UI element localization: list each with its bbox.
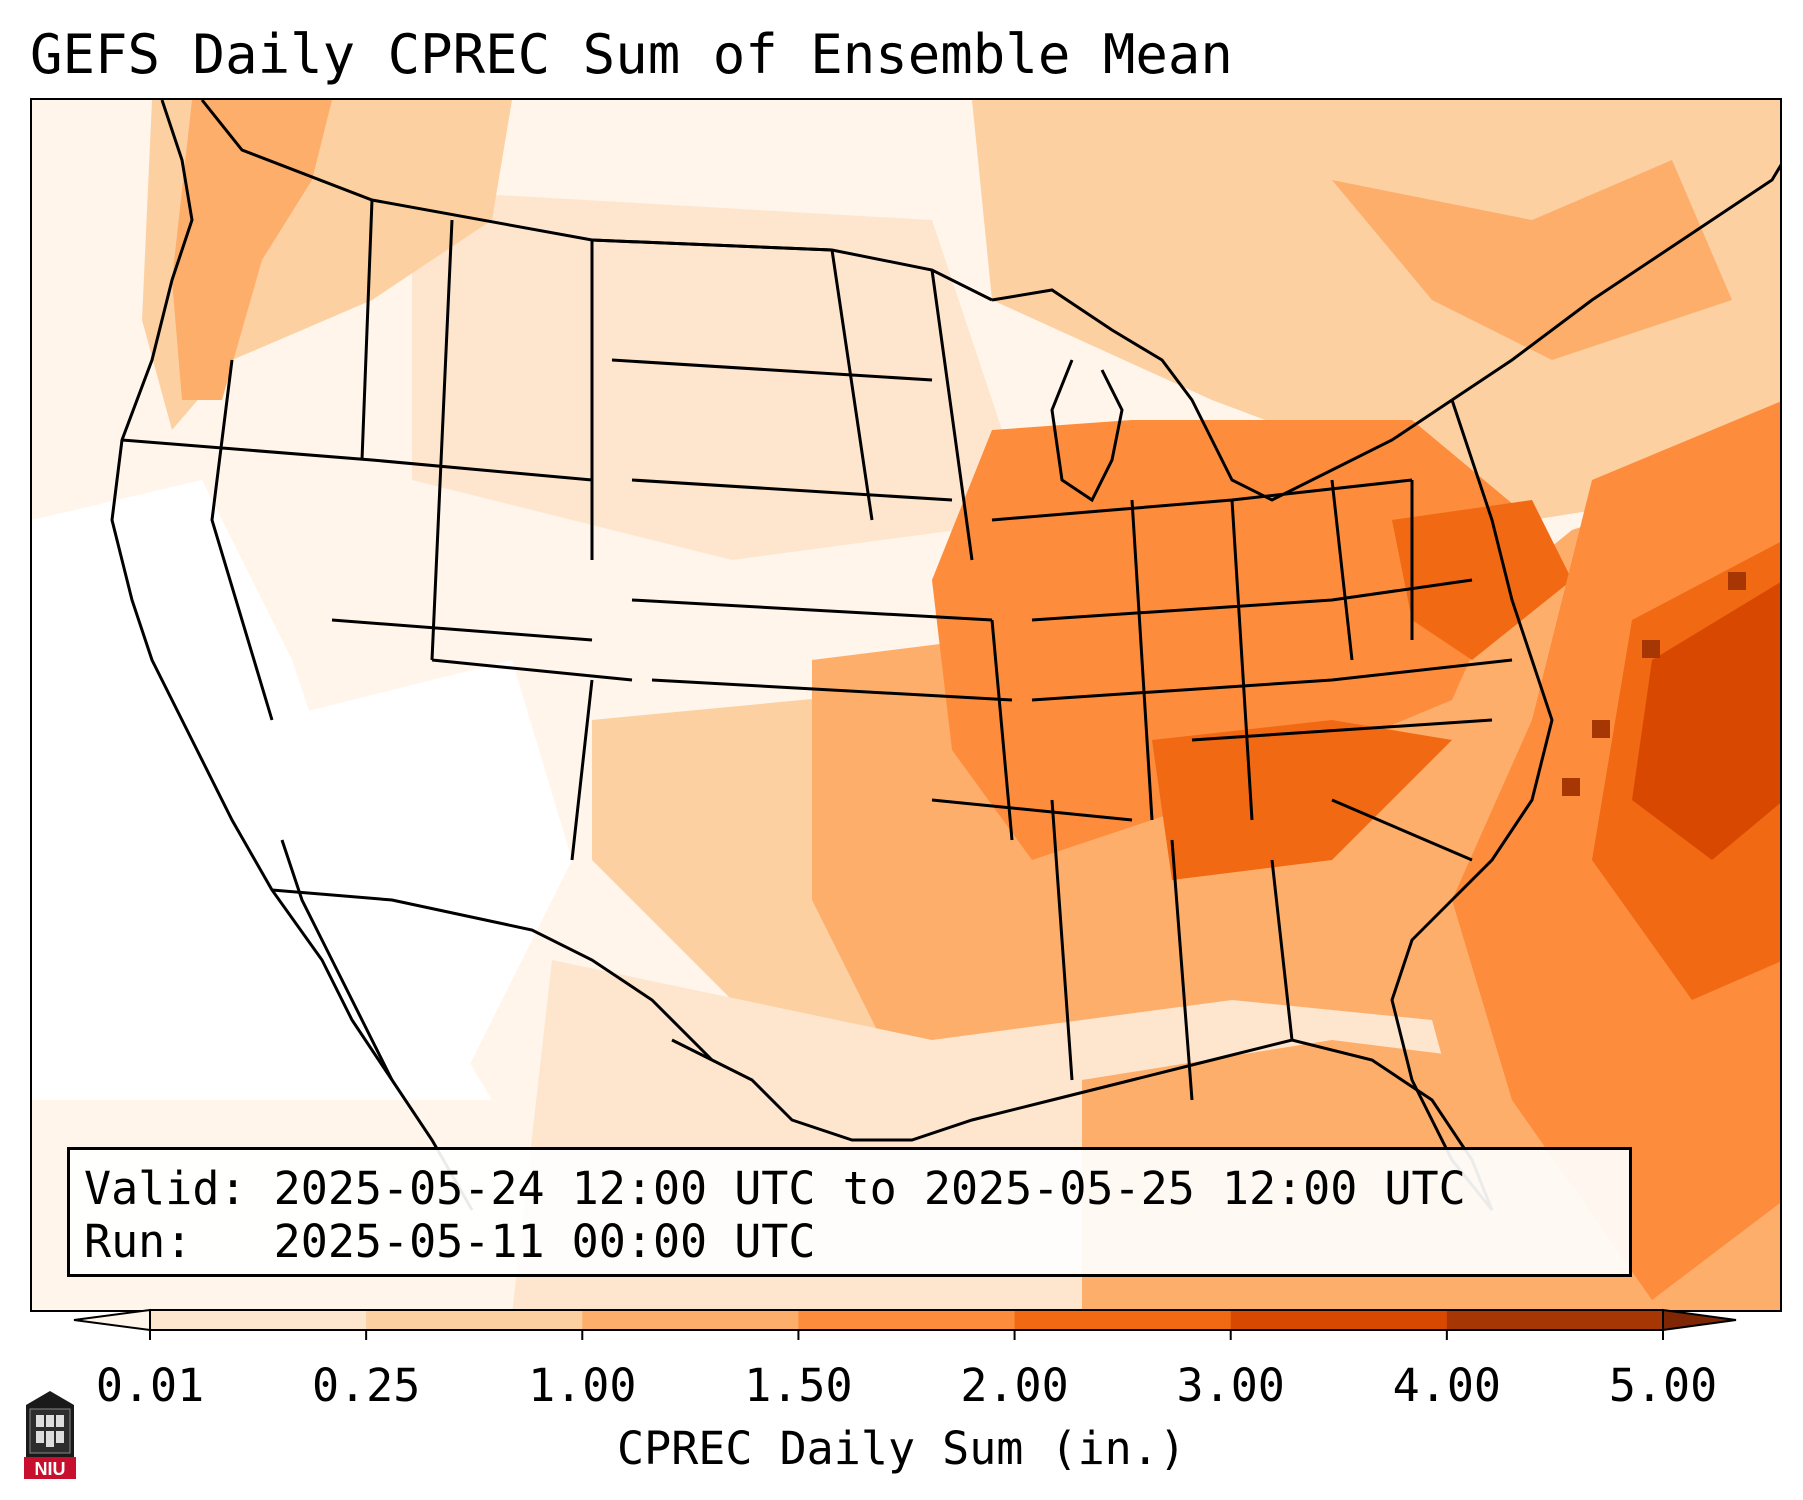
gulf-coast — [671, 1038, 1494, 1211]
mexico-border — [271, 888, 714, 1062]
state-lines-south — [1050, 798, 1473, 1101]
colorbar-segment — [1230, 1310, 1448, 1330]
precipitation-map — [30, 98, 1782, 1312]
colorbar-segment — [798, 1310, 1016, 1330]
precip-field — [32, 100, 1780, 1310]
colorbar-tick-label: 1.00 — [528, 1359, 637, 1412]
map-title: GEFS Daily CPREC Sum of Ensemble Mean — [30, 23, 1233, 86]
colorbar-segments — [73, 1308, 1737, 1332]
colorbar-tick-label: 5.00 — [1608, 1359, 1718, 1412]
precip-peak-3 — [1592, 720, 1610, 738]
colorbar-segment — [1014, 1310, 1232, 1330]
precip-mid-atlantic — [1392, 500, 1572, 660]
precip-peak-2 — [1642, 640, 1660, 658]
colorbar-extend-high — [1662, 1308, 1737, 1332]
colorbar-segment — [1446, 1310, 1664, 1330]
precip-canada-patches — [1332, 160, 1732, 360]
colorbar-tick-label: 1.50 — [744, 1359, 853, 1412]
precip-ohio-valley — [932, 420, 1532, 860]
precip-tn-valley — [1152, 720, 1452, 880]
colorbar-segment — [366, 1310, 583, 1330]
baja-coast — [280, 839, 394, 1081]
east-coast — [1390, 163, 1780, 1211]
state-lines-east — [991, 478, 1513, 821]
run-time-text: Run: 2025-05-11 00:00 UTC — [84, 1215, 816, 1268]
great-lakes — [991, 288, 1453, 502]
precip-atlantic-max — [1632, 582, 1780, 860]
lake-michigan — [1050, 359, 1124, 503]
run-info-box: Valid: 2025-05-24 12:00 UTC to 2025-05-2… — [67, 1147, 1632, 1277]
coastline-west — [110, 100, 474, 1211]
colorbar-ticks — [149, 1330, 1664, 1340]
colorbar-tick-label: 4.00 — [1392, 1359, 1502, 1412]
university-tower-icon: NIU — [20, 1387, 80, 1487]
precip-pnw-core — [172, 100, 332, 400]
state-lines-west — [121, 199, 633, 861]
precip-peak-4 — [1562, 778, 1580, 796]
map-outlines — [110, 100, 1780, 1211]
colorbar-outline — [149, 1309, 1664, 1331]
colorbar — [73, 1308, 1737, 1340]
map-canvas — [32, 100, 1780, 1310]
colorbar-tick-label: 2.00 — [960, 1359, 1069, 1412]
valid-time-text: Valid: 2025-05-24 12:00 UTC to 2025-05-2… — [84, 1162, 1466, 1215]
colorbar-segment — [150, 1310, 367, 1330]
state-lines-plains — [591, 238, 1133, 841]
precip-northern-plains — [412, 190, 1032, 560]
colorbar-label: CPREC Daily Sum (in.) — [617, 1422, 1186, 1475]
colorbar-tick-label: 0.25 — [311, 1359, 421, 1412]
logo-text: NIU — [35, 1459, 66, 1479]
colorbar-tick-label: 3.00 — [1176, 1359, 1285, 1412]
colorbar-extend-low — [73, 1308, 151, 1332]
colorbar-tick-label: 0.01 — [95, 1359, 205, 1412]
precip-peak-1 — [1728, 572, 1746, 590]
colorbar-segment — [582, 1310, 799, 1330]
